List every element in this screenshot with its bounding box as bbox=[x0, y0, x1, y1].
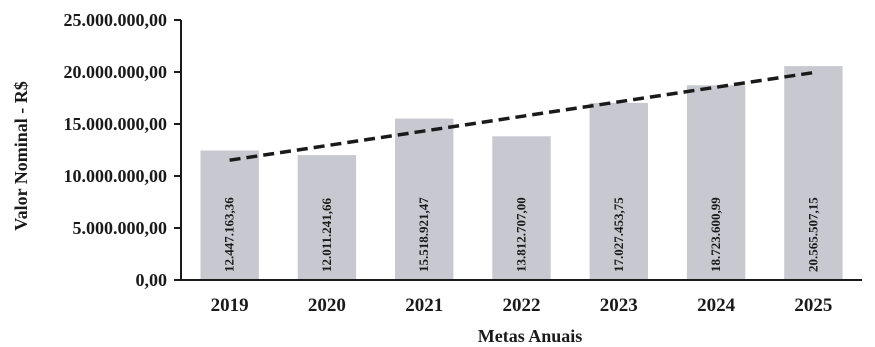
bar-value-label-2025: 20.565.507,15 bbox=[805, 197, 820, 272]
x-tick-label-2024: 2024 bbox=[697, 295, 736, 316]
bar-2025 bbox=[784, 66, 843, 280]
bar-value-label-2022: 13.812.707,00 bbox=[514, 197, 529, 272]
x-tick-label-2022: 2022 bbox=[503, 295, 541, 316]
y-tick-label: 10.000.000,00 bbox=[64, 166, 168, 186]
bar-2024 bbox=[686, 85, 746, 280]
bar-2021 bbox=[395, 118, 454, 280]
bar-2020 bbox=[297, 155, 357, 280]
y-tick-label: 5.000.000,00 bbox=[73, 218, 168, 238]
x-tick-label-2023: 2023 bbox=[600, 295, 638, 316]
bar-value-label-2024: 18.723.600,99 bbox=[708, 197, 723, 272]
y-tick-label: 0,00 bbox=[136, 270, 168, 290]
bar-value-label-2020: 12.011.241,66 bbox=[319, 197, 334, 272]
bar-value-label-2021: 15.518.921,47 bbox=[416, 197, 431, 272]
bar-2023 bbox=[589, 102, 648, 281]
bar-value-label-2019: 12.447.163,36 bbox=[222, 197, 237, 272]
trend-line bbox=[229, 70, 814, 162]
plot-area: 12.447.163,36 12.011.241,66 15.518.921,47 1… bbox=[64, 10, 862, 316]
x-axis-title: Metas Anuais bbox=[478, 326, 583, 346]
x-tick-label-2021: 2021 bbox=[405, 295, 443, 316]
bar-value-label-2023: 17.027.453,75 bbox=[611, 197, 626, 272]
y-axis-title: Valor Nominal - R$ bbox=[11, 81, 31, 231]
x-tick-label-2025: 2025 bbox=[794, 295, 832, 316]
bar-2019 bbox=[200, 150, 259, 280]
y-tick-label: 25.000.000,00 bbox=[64, 10, 168, 30]
x-tick-label-2020: 2020 bbox=[308, 295, 346, 316]
bar-2022 bbox=[492, 136, 551, 280]
y-tick-label: 15.000.000,00 bbox=[64, 114, 168, 134]
x-tick-label-2019: 2019 bbox=[211, 295, 249, 316]
y-tick-label: 20.000.000,00 bbox=[64, 62, 168, 82]
